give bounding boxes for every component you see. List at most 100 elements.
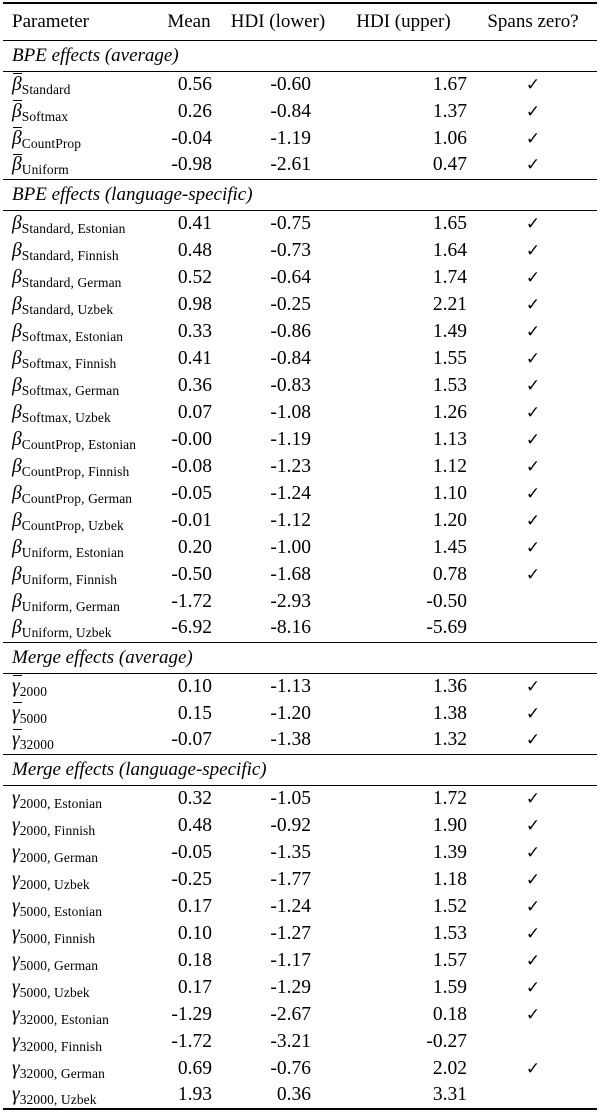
parameter-symbol-barred: β <box>12 127 22 149</box>
spans-zero-check-icon: ✓ <box>525 321 541 341</box>
parameter-subscript: 32000, German <box>19 1065 105 1081</box>
hdi-lower-value: -1.13 <box>270 675 311 697</box>
mean-value: 0.41 <box>177 347 212 369</box>
parameter-subscript: Softmax, Uzbek <box>21 409 111 425</box>
parameter-symbol: β <box>12 374 22 396</box>
hdi-upper-value: 1.53 <box>432 374 467 396</box>
parameter-symbol: β <box>12 455 22 477</box>
hdi-upper-value: 1.74 <box>432 266 467 288</box>
hdi-lower-value: -1.17 <box>270 949 311 971</box>
table-row: βSoftmax, Estonian 0.33 -0.86 1.49 ✓ <box>3 318 597 345</box>
spans-zero-check-icon: ✓ <box>525 896 541 916</box>
mean-value: 0.52 <box>177 266 212 288</box>
parameter-cell: γ5000 <box>3 700 160 727</box>
parameter-cell: βSoftmax, German <box>3 372 160 399</box>
table-row: γ5000, Estonian 0.17 -1.24 1.52 ✓ <box>3 893 597 920</box>
mean-value: 0.48 <box>177 814 212 836</box>
mean-value: 0.15 <box>177 702 212 724</box>
table-row: βUniform, Finnish -0.50 -1.68 0.78 ✓ <box>3 561 597 588</box>
parameter-cell: βUniform <box>3 152 160 179</box>
parameter-subscript: Uniform <box>21 162 69 178</box>
parameter-symbol: β <box>12 590 22 612</box>
table-row: βUniform, Uzbek -6.92 -8.16 -5.69 <box>3 615 597 642</box>
parameter-subscript: 2000, Uzbek <box>19 876 90 892</box>
hdi-upper-value: -0.27 <box>426 1030 467 1052</box>
mean-value: 0.20 <box>177 536 212 558</box>
mean-value: -0.07 <box>171 729 212 751</box>
hdi-upper-value: 1.12 <box>432 455 467 477</box>
table-header: Parameter Mean HDI (lower) HDI (upper) S… <box>3 3 597 41</box>
hdi-upper-value: 1.06 <box>432 127 467 149</box>
section-title: Merge effects (language-specific) <box>3 753 597 786</box>
parameter-symbol: β <box>12 563 22 585</box>
mean-value: 0.32 <box>177 787 212 809</box>
section-header-row: Merge effects (average) <box>3 641 597 674</box>
parameter-symbol: γ <box>12 949 20 971</box>
table-row: γ2000, Estonian 0.32 -1.05 1.72 ✓ <box>3 785 597 812</box>
parameter-cell: γ5000, German <box>3 947 160 974</box>
hdi-lower-value: -1.12 <box>270 509 311 531</box>
table-row: βCountProp, Uzbek -0.01 -1.12 1.20 ✓ <box>3 507 597 534</box>
mean-value: -0.00 <box>171 428 212 450</box>
section-title: BPE effects (language-specific) <box>3 178 597 211</box>
spans-zero-check-icon: ✓ <box>525 923 541 943</box>
parameter-subscript: 5000, Uzbek <box>19 984 90 1000</box>
parameter-symbol: β <box>12 239 22 261</box>
table-body: BPE effects (average) βStandard 0.56 -0.60 1… <box>3 39 597 1109</box>
mean-value: -6.92 <box>171 617 212 639</box>
hdi-upper-value: -5.69 <box>426 617 467 639</box>
mean-value: 1.93 <box>177 1084 212 1105</box>
header-row: Parameter Mean HDI (lower) HDI (upper) S… <box>3 3 597 41</box>
parameter-symbol: γ <box>12 841 20 863</box>
table-row: βSoftmax 0.26 -0.84 1.37 ✓ <box>3 98 597 125</box>
parameter-symbol: β <box>12 509 22 531</box>
hdi-upper-value: 1.59 <box>432 976 467 998</box>
spans-zero-empty <box>469 1028 597 1055</box>
parameter-cell: γ32000, Uzbek <box>3 1082 160 1109</box>
parameter-subscript: Standard, German <box>21 274 122 290</box>
hdi-lower-value: -1.08 <box>270 401 311 423</box>
mean-value: 0.98 <box>177 293 212 315</box>
spans-zero-check-icon: ✓ <box>525 842 541 862</box>
spans-zero-check-icon: ✓ <box>525 869 541 889</box>
parameter-cell: γ32000, Finnish <box>3 1028 160 1055</box>
parameter-subscript: Uniform, Finnish <box>21 571 118 587</box>
hdi-upper-value: 1.39 <box>432 841 467 863</box>
mean-value: 0.56 <box>177 73 212 95</box>
mean-value: -1.29 <box>171 1003 212 1025</box>
parameter-symbol: γ <box>12 868 20 890</box>
hdi-upper-value: 1.18 <box>432 868 467 890</box>
hdi-upper-value: 1.72 <box>432 787 467 809</box>
mean-value: -0.05 <box>171 482 212 504</box>
hdi-lower-value: -1.24 <box>270 895 311 917</box>
mean-value: 0.17 <box>177 976 212 998</box>
hdi-lower-value: -0.92 <box>270 814 311 836</box>
table-row: βUniform -0.98 -2.61 0.47 ✓ <box>3 152 597 179</box>
table-row: βUniform, German -1.72 -2.93 -0.50 <box>3 588 597 615</box>
spans-zero-check-icon: ✓ <box>525 429 541 449</box>
spans-zero-empty <box>469 1082 597 1109</box>
parameter-subscript: Standard <box>21 81 71 97</box>
hdi-lower-value: -0.84 <box>270 100 311 122</box>
spans-zero-check-icon: ✓ <box>525 240 541 260</box>
parameter-cell: βStandard <box>3 71 160 98</box>
table-row: γ5000, Uzbek 0.17 -1.29 1.59 ✓ <box>3 974 597 1001</box>
table-row: γ32000, Estonian -1.29 -2.67 0.18 ✓ <box>3 1001 597 1028</box>
column-header-hdi-upper: HDI (upper) <box>338 3 469 41</box>
section-header-row: BPE effects (average) <box>3 39 597 72</box>
table-row: γ2000, Finnish 0.48 -0.92 1.90 ✓ <box>3 812 597 839</box>
hdi-lower-value: -0.86 <box>270 320 311 342</box>
spans-zero-empty <box>469 615 597 642</box>
hdi-upper-value: 1.57 <box>432 949 467 971</box>
parameter-symbol: β <box>12 212 22 234</box>
mean-value: 0.48 <box>177 239 212 261</box>
parameter-symbol-barred: β <box>12 153 22 176</box>
spans-zero-check-icon: ✓ <box>525 1058 541 1078</box>
parameter-subscript: CountProp, Uzbek <box>21 517 124 533</box>
hdi-lower-value: -1.27 <box>270 922 311 944</box>
table-row: βCountProp -0.04 -1.19 1.06 ✓ <box>3 125 597 152</box>
spans-zero-check-icon: ✓ <box>525 348 541 368</box>
parameter-subscript: 2000, Finnish <box>19 822 96 838</box>
parameter-cell: βSoftmax, Finnish <box>3 345 160 372</box>
parameter-symbol-barred: γ <box>12 728 22 751</box>
